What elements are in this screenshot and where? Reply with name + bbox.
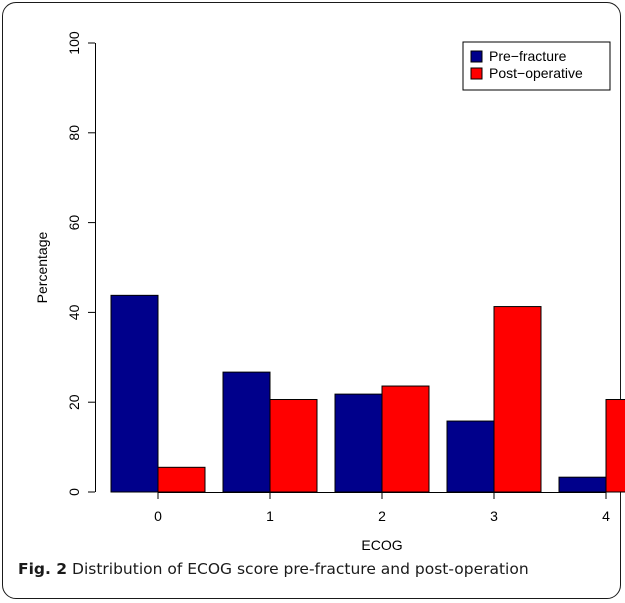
caption-label: Fig. 2 xyxy=(18,560,68,578)
bar-3-series-2 xyxy=(493,306,542,493)
legend-box xyxy=(462,41,611,91)
x-ticks-group: 0 1 2 3 4 xyxy=(154,492,610,524)
bar-4-series-1 xyxy=(558,476,607,493)
bar-0-series-2 xyxy=(157,466,206,493)
x-tick-label: 4 xyxy=(602,508,610,524)
y-ticks-group: 0 20 40 60 80 100 xyxy=(66,31,95,496)
bar-2-series-2 xyxy=(381,385,430,493)
bar-0-series-1 xyxy=(110,294,159,493)
x-tick-label: 0 xyxy=(154,508,162,524)
y-tick-label: 20 xyxy=(66,394,82,410)
x-tick-label: 1 xyxy=(266,508,274,524)
x-axis-label: ECOG xyxy=(361,537,402,553)
y-tick-label: 0 xyxy=(66,488,82,496)
bar-2-series-1 xyxy=(334,393,383,493)
legend-label-series-2: Post−operative xyxy=(489,65,583,81)
figure-caption: Fig. 2 Distribution of ECOG score pre-fr… xyxy=(18,560,618,578)
bar-3-series-1 xyxy=(446,420,495,493)
y-axis-label: Percentage xyxy=(34,231,50,303)
y-tick-label: 40 xyxy=(66,304,82,320)
bar-chart: 0 20 40 60 80 100 0 1 2 3 4 ECOG Percentage Pre−f… xyxy=(34,31,625,553)
bar-1-series-2 xyxy=(269,399,318,493)
x-tick-label: 2 xyxy=(378,508,386,524)
legend-label-series-1: Pre−fracture xyxy=(489,48,567,64)
caption-text: Distribution of ECOG score pre-fracture … xyxy=(67,560,529,578)
x-tick-label: 3 xyxy=(490,508,498,524)
legend-swatch-series-1 xyxy=(470,50,483,63)
bar-1-series-1 xyxy=(222,371,271,493)
y-tick-label: 80 xyxy=(66,125,82,141)
bars-group xyxy=(110,294,625,493)
legend-swatch-series-2 xyxy=(470,67,483,80)
y-tick-label: 60 xyxy=(66,215,82,231)
y-tick-label: 100 xyxy=(66,31,82,55)
bar-4-series-2 xyxy=(605,399,625,493)
